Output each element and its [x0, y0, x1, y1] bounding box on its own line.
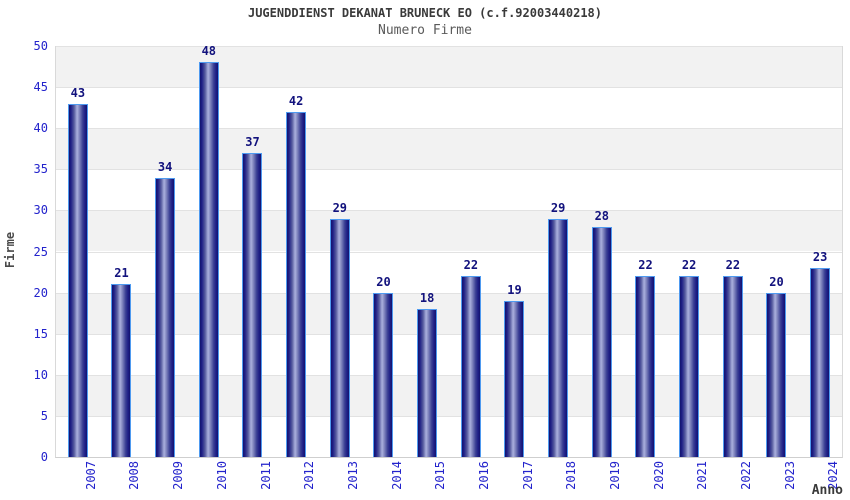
grid-band — [56, 46, 842, 88]
bar-slot: 23 — [798, 46, 842, 457]
bar-2019 — [591, 226, 612, 457]
x-tick-label-2017: 2017 — [520, 461, 535, 490]
grid-band — [56, 128, 842, 170]
x-tick-label-2016: 2016 — [476, 461, 491, 490]
bar-slot: 22 — [624, 46, 668, 457]
y-axis: 0 5 10 15 20 25 30 35 40 45 50 — [0, 39, 48, 464]
x-tick-label-2008: 2008 — [127, 461, 142, 490]
grid-band — [56, 333, 842, 375]
x-tick-label-2013: 2013 — [345, 461, 360, 490]
grid-band — [56, 251, 842, 293]
x-tick-label-2022: 2022 — [738, 461, 753, 490]
bar-value-label: 20 — [376, 274, 391, 289]
grid-band — [56, 210, 842, 252]
bar-2013 — [329, 218, 350, 457]
y-tick-label: 20 — [33, 285, 48, 300]
bar-2018 — [548, 218, 569, 457]
bar-slot: 29 — [536, 46, 580, 457]
bar-value-label: 21 — [114, 266, 129, 281]
x-tick-label-2015: 2015 — [433, 461, 448, 490]
bar-value-label: 19 — [507, 282, 522, 297]
y-tick-label: 10 — [33, 367, 48, 382]
bar-value-label: 43 — [70, 85, 86, 100]
grid-band — [56, 169, 842, 211]
bar-slot: 42 — [274, 46, 318, 457]
bar-slot: 20 — [362, 46, 406, 457]
bar-2010 — [198, 62, 219, 457]
bar-slot: 29 — [318, 46, 362, 457]
bar-value-label: 34 — [157, 159, 173, 174]
x-tick-label-2010: 2010 — [214, 461, 229, 490]
x-tick-label-2011: 2011 — [258, 461, 273, 490]
bar-slot: 22 — [667, 46, 711, 457]
bar-2021 — [679, 276, 700, 457]
x-tick-label-2020: 2020 — [651, 461, 666, 490]
y-tick-label: 45 — [33, 80, 48, 95]
bar-2022 — [722, 276, 743, 457]
chart-subtitle: Numero Firme — [378, 23, 472, 38]
bar-2020 — [635, 276, 656, 457]
bar-2014 — [373, 292, 394, 457]
chart-title: JUGENDDIENST DEKANAT BRUNECK EO (c.f.920… — [247, 6, 602, 20]
bar-2023 — [766, 292, 787, 457]
bar-2024 — [810, 267, 831, 457]
bar-value-label: 20 — [769, 274, 784, 289]
bar-slot: 21 — [100, 46, 144, 457]
x-tick-label-2007: 2007 — [83, 461, 98, 490]
bar-2007 — [67, 103, 88, 457]
x-tick-label-2023: 2023 — [782, 461, 797, 490]
bar-value-label: 18 — [419, 291, 435, 306]
bar-2009 — [155, 177, 176, 457]
x-axis: 2007 2008 2009 2010 2011 2012 2013 2014 2015 2016… — [55, 459, 841, 499]
bar-value-label: 29 — [550, 200, 566, 215]
bar-value-label: 23 — [812, 249, 828, 264]
y-tick-label: 25 — [33, 244, 48, 259]
x-axis-label: Anno — [811, 483, 843, 498]
grid-band — [56, 374, 842, 416]
bar-2008 — [111, 284, 132, 457]
grid-band — [56, 292, 842, 334]
bar-value-label: 22 — [681, 258, 697, 273]
bar-value-label: 29 — [332, 200, 348, 215]
bar-value-label: 22 — [638, 258, 653, 273]
y-tick-label: 35 — [33, 162, 48, 177]
bar-value-label: 22 — [463, 258, 479, 273]
bar-slot: 20 — [755, 46, 799, 457]
bar-2011 — [242, 152, 263, 457]
x-tick-label-2018: 2018 — [564, 461, 579, 490]
x-tick-label-2019: 2019 — [607, 461, 622, 490]
bar-slot: 18 — [405, 46, 449, 457]
grid-band — [56, 415, 842, 457]
bar-slot: 22 — [449, 46, 493, 457]
bar-value-label: 22 — [725, 258, 741, 273]
bar-slot: 37 — [231, 46, 275, 457]
bar-2017 — [504, 300, 525, 457]
bar-slot: 28 — [580, 46, 624, 457]
bar-slot: 19 — [493, 46, 537, 457]
y-tick-label: 40 — [33, 121, 48, 136]
bar-value-label: 42 — [288, 93, 304, 108]
bar-value-label: 37 — [245, 134, 260, 149]
plot-area: 43 21 34 48 37 42 29 20 18 22 19 29 28 22 22 22 20 23 — [55, 44, 843, 458]
y-tick-label: 50 — [33, 39, 48, 53]
bar-value-label: 28 — [594, 208, 610, 223]
bar-2012 — [286, 111, 307, 457]
y-tick-label: 30 — [33, 203, 48, 218]
bar-2015 — [417, 309, 438, 457]
bar-slot: 48 — [187, 44, 231, 457]
x-tick-label-2009: 2009 — [171, 461, 186, 490]
bar-value-label: 48 — [201, 44, 217, 59]
y-tick-label: 5 — [40, 408, 48, 423]
bar-slot: 34 — [143, 46, 187, 457]
x-tick-label-2014: 2014 — [389, 461, 404, 490]
y-tick-label: 0 — [40, 450, 48, 464]
y-tick-label: 15 — [33, 326, 48, 341]
bar-slot: 43 — [56, 46, 100, 457]
bar-slot: 22 — [711, 46, 755, 457]
grid-band — [56, 87, 842, 129]
x-tick-label-2021: 2021 — [695, 461, 710, 490]
bar-2016 — [460, 276, 481, 457]
x-tick-label-2012: 2012 — [302, 461, 317, 490]
